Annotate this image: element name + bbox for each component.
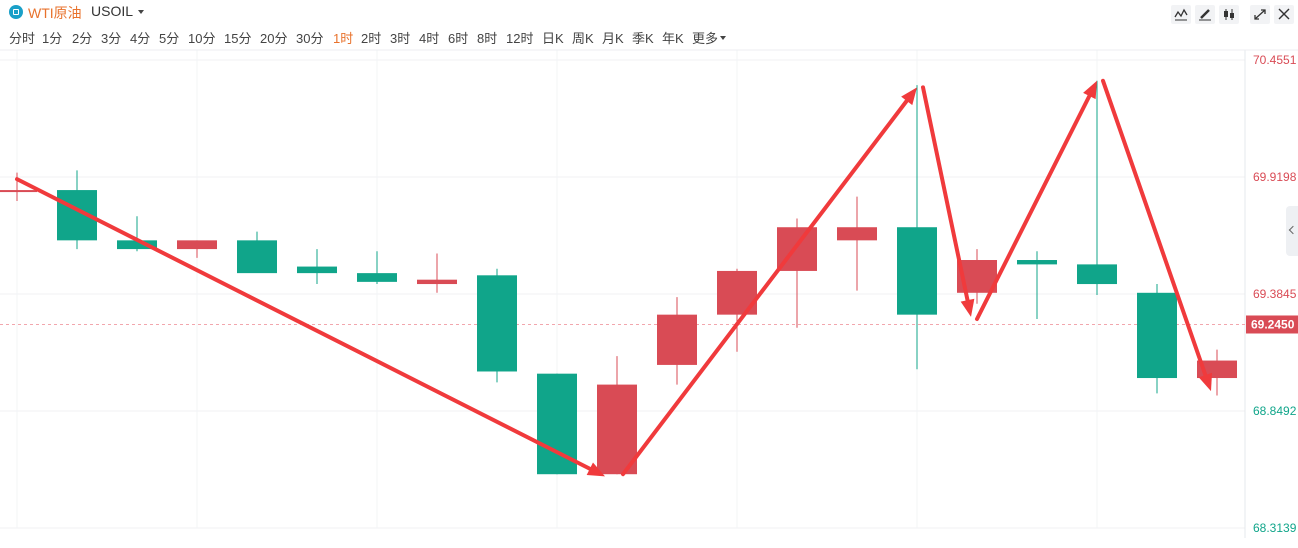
candle-body [897,227,937,315]
y-tick-label: 69.9198 [1253,170,1297,184]
candle-body [177,240,217,250]
chart-header: WTI原油 USOIL [0,0,1298,28]
trend-arrow-line [1101,78,1208,378]
period-tab-17[interactable]: 日K [542,31,564,46]
symbol-name[interactable]: WTI原油 [28,5,82,21]
period-tab-22[interactable]: 更多 [692,31,719,46]
period-tab-3[interactable]: 3分 [101,31,122,46]
y-tick-label: 68.8492 [1253,404,1297,418]
current-price-badge [1246,315,1298,334]
period-tab-15[interactable]: 8时 [477,31,498,46]
candle-body [597,384,637,475]
trend-arrow-line [921,85,970,303]
trend-arrow-head [901,87,917,106]
period-tab-13[interactable]: 4时 [419,31,440,46]
y-tick-label: 70.4551 [1253,53,1297,67]
symbol-icon [9,5,23,19]
pencil-icon[interactable] [1195,5,1215,24]
period-tab-2[interactable]: 2分 [72,31,93,46]
period-tabs: 分时 1分 2分 3分 4分 5分 10分 15分 20分 30分 1时 2时 3时 4时 6时 8时 12时日… [0,28,800,46]
candle-body [117,240,157,250]
trend-arrow-line [975,93,1092,322]
candle-body [417,279,457,285]
period-tab-12[interactable]: 3时 [390,31,411,46]
line-chart-icon[interactable] [1171,5,1191,24]
y-tick-label: 69.3845 [1253,287,1297,301]
trend-arrow-line [621,98,909,477]
candlestick-icon[interactable] [1219,5,1239,24]
period-tab-1[interactable]: 1分 [42,31,63,46]
period-tab-16[interactable]: 12时 [506,31,534,46]
symbol-code[interactable]: USOIL [91,3,134,19]
period-tab-14[interactable]: 6时 [448,31,469,46]
chevron-down-icon[interactable] [720,36,726,40]
current-price-label: 69.2450 [1251,317,1295,331]
period-tab-20[interactable]: 季K [632,31,654,46]
trend-arrow-head [1198,372,1213,392]
trend-arrow-head [586,462,605,477]
candle-body [357,273,397,282]
candle-body [237,240,277,274]
close-icon[interactable] [1274,5,1294,24]
period-tab-7[interactable]: 15分 [224,31,252,46]
period-tab-0[interactable]: 分时 [9,31,36,46]
y-tick-label: 68.3139 [1253,521,1297,535]
period-tab-9[interactable]: 30分 [296,31,324,46]
period-tab-18[interactable]: 周K [572,31,594,46]
trend-arrow-head [960,298,975,317]
collapse-panel-tab[interactable] [1286,206,1298,256]
period-tab-19[interactable]: 月K [602,31,624,46]
period-tab-21[interactable]: 年K [662,31,684,46]
period-tab-8[interactable]: 20分 [260,31,288,46]
trend-arrow-head [1083,80,1097,100]
candle-body [837,227,877,241]
candle-body [0,190,37,193]
candle-body [1137,292,1177,379]
candle-body [1017,260,1057,265]
expand-icon[interactable] [1250,5,1270,24]
candle-body [1077,264,1117,285]
period-tab-10[interactable]: 1时 [333,31,354,46]
candle-body [297,266,337,274]
period-tab-11[interactable]: 2时 [361,31,382,46]
candle-body [657,314,697,365]
period-tab-4[interactable]: 4分 [130,31,151,46]
trend-arrow-line [15,177,592,471]
period-tab-6[interactable]: 10分 [188,31,216,46]
candle-body [477,275,517,372]
period-tab-5[interactable]: 5分 [159,31,180,46]
chevron-down-icon[interactable] [138,10,144,14]
